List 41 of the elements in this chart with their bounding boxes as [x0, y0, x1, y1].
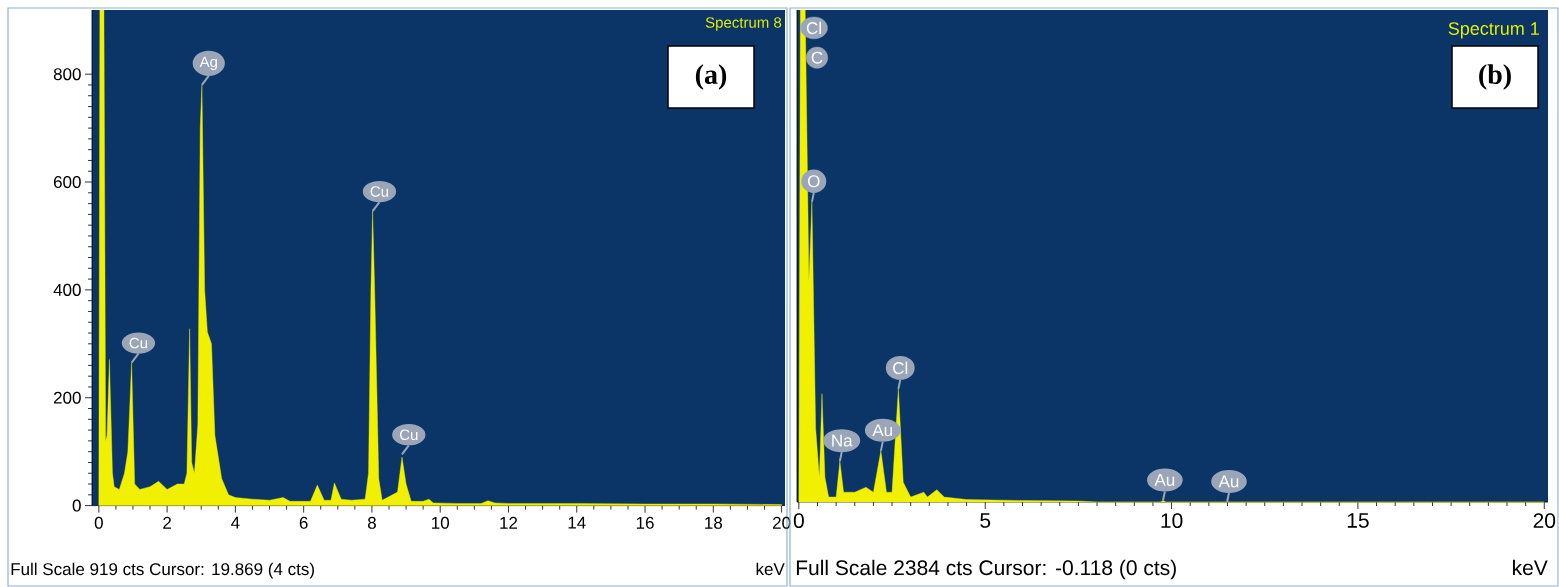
x-tick-label: 20	[773, 516, 791, 529]
x-tick-label: 4	[231, 516, 240, 529]
annotation: Cu	[129, 337, 148, 349]
x-tick-label: 14	[568, 516, 586, 529]
annotation: Au	[872, 424, 892, 437]
annotation: Cu	[399, 429, 418, 441]
text: (a)	[695, 64, 727, 90]
text: (b)	[1479, 64, 1511, 90]
x-tick-label: 16	[636, 516, 654, 529]
x-tick-label: 6	[299, 516, 308, 529]
y-tick-label: 200	[53, 391, 81, 404]
x-tick-label: 10	[1161, 513, 1183, 529]
x-tick-label: 2	[163, 516, 171, 529]
annotation: Ag	[199, 56, 217, 71]
annotation: Au	[1154, 474, 1175, 486]
chart-title: Spectrum 8	[705, 17, 782, 31]
y-tick-label: 600	[53, 176, 81, 189]
annotation: C	[811, 51, 823, 64]
x-tick-label: 18	[705, 516, 723, 529]
annotation: Na	[832, 434, 853, 447]
annotation: Cl	[893, 361, 908, 375]
x-axis-title: keV	[1513, 559, 1548, 576]
x-tick-label: 20	[1533, 513, 1556, 529]
x-tick-label: 5	[980, 513, 991, 528]
x-tick-label: 10	[432, 516, 450, 529]
annotation: Au	[1218, 475, 1239, 488]
x-tick-label: 15	[1347, 513, 1369, 528]
y-tick-label: 0	[72, 499, 81, 512]
y-tick-label: 400	[53, 283, 81, 296]
x-axis-title: keV	[756, 562, 785, 576]
text: Full Scale 919 cts Cursor: 19.869 (4 cts)	[11, 562, 314, 579]
x-tick-label: 0	[793, 513, 804, 529]
annotation: Cl	[806, 21, 821, 35]
annotation: Cu	[370, 186, 389, 197]
y-tick-label: 800	[53, 68, 81, 81]
x-tick-label: 8	[367, 516, 376, 529]
annotation: O	[807, 175, 820, 188]
text: Full Scale 2384 cts Cursor: -0.118 (0 cts)	[796, 559, 1176, 580]
x-tick-label: 0	[94, 516, 103, 529]
x-tick-label: 12	[500, 516, 518, 529]
text: Spectrum 1	[1448, 22, 1539, 39]
